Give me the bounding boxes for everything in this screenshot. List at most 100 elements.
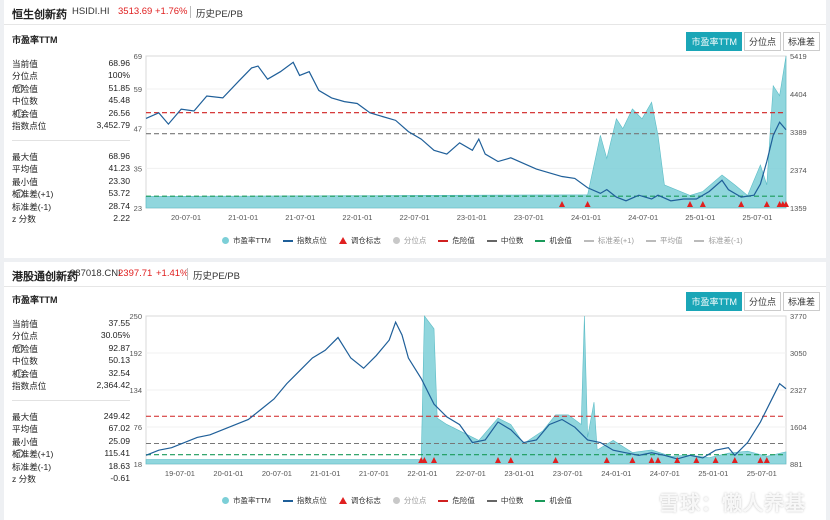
- legend-item[interactable]: 分位点: [392, 235, 426, 246]
- x-tick-label: 21-07-01: [285, 213, 315, 222]
- stat-value: 41.23: [108, 163, 130, 174]
- help-icon[interactable]: ?: [15, 108, 24, 118]
- rebalance-marker: [687, 201, 693, 207]
- tab-pe-ttm[interactable]: 市盈率TTM: [686, 292, 742, 311]
- legend-label: 标准差(+1): [597, 236, 634, 245]
- tab-pe-ttm[interactable]: 市盈率TTM: [686, 32, 742, 51]
- stat-value: 37.55: [108, 318, 130, 328]
- legend-item[interactable]: 危险值: [438, 235, 475, 246]
- metric-title: 市盈率TTM: [12, 35, 58, 45]
- legend-item[interactable]: 分位点: [392, 495, 426, 506]
- metric-tabs: 市盈率TTM 分位点 标准差: [684, 32, 820, 51]
- rebalance-marker: [699, 201, 706, 207]
- stat-label: 分位点: [12, 71, 38, 82]
- triangle-icon: [338, 497, 347, 504]
- stats-divider: [12, 400, 130, 401]
- legend-item[interactable]: 标准差(+1): [583, 235, 634, 246]
- x-tick-label: 22-07-01: [456, 469, 486, 478]
- help-icon[interactable]: ?: [15, 84, 24, 94]
- line-icon: [583, 239, 594, 242]
- stat-value: 50.13: [108, 355, 130, 366]
- line-icon: [438, 499, 449, 502]
- x-tick-label: 25-01-01: [698, 469, 728, 478]
- stat-row: 平均值 41.23: [12, 163, 130, 175]
- legend-label: 中位数: [500, 236, 524, 245]
- legend-item[interactable]: 标准差(-1): [694, 235, 743, 246]
- y-left-tick-label: 35: [134, 164, 142, 173]
- stat-value: 68.96: [108, 151, 130, 161]
- stat-value: 100%: [108, 70, 130, 81]
- legend-label: 指数点位: [296, 236, 327, 245]
- stat-row: 标准差(+1)? 53.72: [12, 188, 130, 200]
- tab-percentile[interactable]: 分位点: [743, 32, 781, 51]
- legend-label: 市盈率TTM: [233, 496, 271, 505]
- rebalance-marker: [421, 457, 428, 463]
- legend-item[interactable]: 中位数: [486, 235, 524, 246]
- stat-value: 25.09: [108, 435, 130, 446]
- y-right-tick-label: 5419: [790, 52, 807, 61]
- y-right-tick-label: 3770: [790, 312, 807, 321]
- index-name[interactable]: 港股通创新药: [12, 271, 78, 283]
- stat-label: 指数点位: [12, 121, 47, 131]
- legend-item[interactable]: 机会值: [535, 235, 572, 246]
- rebalance-marker: [603, 457, 610, 463]
- chart-legend: 市盈率TTM 指数点位 调仓标志 分位点 危险值 中位数 机会值 标准差(+1) 平均值 标准差(…: [222, 235, 755, 246]
- legend-item[interactable]: 中位数: [486, 495, 524, 506]
- stat-row: z 分数 2.22: [12, 213, 130, 225]
- help-icon[interactable]: ?: [15, 189, 24, 199]
- legend-label: 市盈率TTM: [233, 236, 271, 245]
- x-tick-label: 22-01-01: [342, 213, 372, 222]
- stat-value: 32.54: [108, 367, 130, 378]
- x-tick-label: 25-01-01: [685, 213, 715, 222]
- stat-label: 标准差(+1): [12, 189, 54, 200]
- x-tick-label: 23-07-01: [514, 213, 544, 222]
- tab-percentile[interactable]: 分位点: [743, 292, 781, 311]
- index-code: 987018.CNI: [70, 268, 121, 279]
- legend-label: 指数点位: [296, 496, 327, 505]
- legend-item[interactable]: 市盈率TTM: [222, 495, 271, 506]
- x-tick-label: 25-07-01: [747, 469, 777, 478]
- stat-label: 指数点位: [12, 381, 47, 391]
- tab-std-dev[interactable]: 标准差: [782, 292, 820, 311]
- line-icon: [486, 499, 497, 502]
- legend-item[interactable]: 市盈率TTM: [222, 235, 271, 246]
- legend-label: 标准差(-1): [708, 236, 743, 245]
- help-icon[interactable]: ?: [15, 344, 24, 354]
- rebalance-marker: [763, 457, 770, 463]
- legend-item[interactable]: 危险值: [438, 495, 475, 506]
- dot-icon: [392, 237, 400, 244]
- stat-value: 2.22: [113, 213, 130, 223]
- y-left-tick-label: 250: [129, 312, 142, 321]
- stat-row: 当前值 68.96: [12, 58, 130, 70]
- y-right-tick-label: 3389: [790, 128, 807, 137]
- panel-hsidi: 恒生创新药 HSIDI.HI 3513.69 +1.76% 历史PE/PB 市盈…: [4, 0, 826, 258]
- stat-value: 45.48: [108, 95, 130, 106]
- rebalance-marker: [757, 457, 764, 463]
- y-right-tick-label: 1604: [790, 423, 807, 432]
- help-icon[interactable]: ?: [15, 368, 24, 378]
- legend-item[interactable]: 机会值: [535, 495, 572, 506]
- rebalance-marker: [763, 201, 770, 207]
- stat-value: 2,364.42: [96, 380, 130, 390]
- legend-item[interactable]: 指数点位: [282, 495, 327, 506]
- stat-value: -0.61: [110, 473, 130, 483]
- y-left-tick-label: 18: [134, 460, 142, 469]
- legend-item[interactable]: 调仓标志: [338, 495, 381, 506]
- tab-std-dev[interactable]: 标准差: [782, 32, 820, 51]
- y-right-tick-label: 1359: [790, 204, 807, 213]
- index-name[interactable]: 恒生创新药: [12, 9, 67, 21]
- legend-item[interactable]: 调仓标志: [338, 235, 381, 246]
- history-pe-pb-link[interactable]: 历史PE/PB: [193, 271, 240, 282]
- stat-label: 危险值: [12, 83, 38, 94]
- legend-item[interactable]: 平均值: [645, 235, 682, 246]
- legend-label: 中位数: [500, 496, 524, 505]
- help-icon[interactable]: ?: [15, 449, 24, 459]
- stat-label: 当前值: [12, 319, 38, 329]
- x-tick-label: 20-07-01: [171, 213, 201, 222]
- legend-item[interactable]: 指数点位: [282, 235, 327, 246]
- history-pe-pb-link[interactable]: 历史PE/PB: [196, 9, 243, 20]
- line-icon: [645, 239, 656, 242]
- triangle-icon: [338, 237, 347, 244]
- legend-label: 调仓标志: [350, 236, 381, 245]
- x-tick-label: 24-01-01: [571, 213, 601, 222]
